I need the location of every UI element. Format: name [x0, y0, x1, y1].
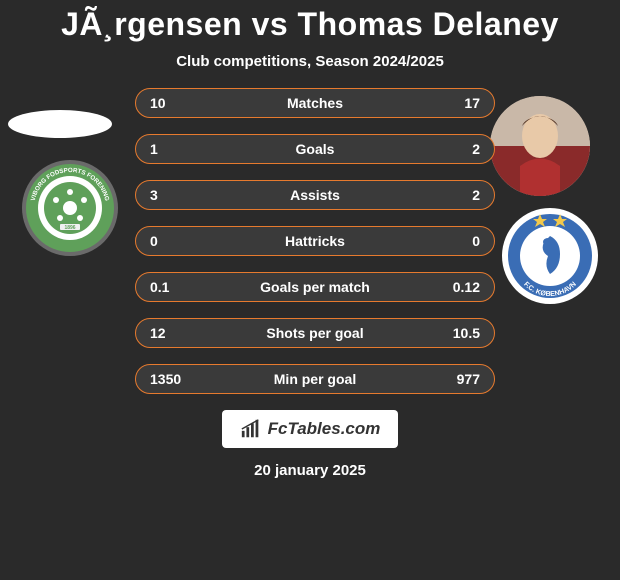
- generated-date: 20 january 2025: [0, 462, 620, 479]
- stat-left-value: 12: [150, 325, 190, 341]
- viborg-badge-icon: 1896 VIBORG FODSPORTS FORENING: [20, 158, 120, 258]
- bar-chart-icon: [240, 418, 262, 440]
- stat-row-hattricks: 0 Hattricks 0: [135, 226, 495, 256]
- stat-bars: 10 Matches 17 1 Goals 2 3 Assists 2 0 Ha…: [135, 88, 495, 394]
- svg-text:1896: 1896: [64, 225, 75, 231]
- stat-right-value: 10.5: [440, 325, 480, 341]
- page-title: JÃ¸rgensen vs Thomas Delaney: [0, 0, 620, 43]
- footer: FcTables.com: [0, 410, 620, 448]
- stat-row-assists: 3 Assists 2: [135, 180, 495, 210]
- site-name: FcTables.com: [268, 419, 381, 439]
- stat-right-value: 2: [440, 141, 480, 157]
- stat-label: Matches: [190, 95, 440, 111]
- stat-right-value: 0: [440, 233, 480, 249]
- comparison-content: 1896 VIBORG FODSPORTS FORENING F.C. KØBE…: [0, 88, 620, 394]
- stat-left-value: 1350: [150, 371, 190, 387]
- stat-left-value: 1: [150, 141, 190, 157]
- stat-label: Shots per goal: [190, 325, 440, 341]
- stat-right-value: 0.12: [440, 279, 480, 295]
- stat-right-value: 977: [440, 371, 480, 387]
- stat-label: Hattricks: [190, 233, 440, 249]
- stat-row-goals-per-match: 0.1 Goals per match 0.12: [135, 272, 495, 302]
- stat-label: Goals per match: [190, 279, 440, 295]
- stat-row-min-per-goal: 1350 Min per goal 977: [135, 364, 495, 394]
- player-right-avatar: [490, 96, 590, 196]
- copenhagen-badge-icon: F.C. KØBENHAVN: [500, 206, 600, 306]
- site-credit: FcTables.com: [222, 410, 399, 448]
- stat-row-goals: 1 Goals 2: [135, 134, 495, 164]
- club-left-badge: 1896 VIBORG FODSPORTS FORENING: [20, 158, 120, 258]
- stat-left-value: 3: [150, 187, 190, 203]
- stat-row-shots-per-goal: 12 Shots per goal 10.5: [135, 318, 495, 348]
- stat-label: Assists: [190, 187, 440, 203]
- person-photo-icon: [490, 96, 590, 196]
- stat-right-value: 17: [440, 95, 480, 111]
- page-subtitle: Club competitions, Season 2024/2025: [0, 53, 620, 70]
- stat-row-matches: 10 Matches 17: [135, 88, 495, 118]
- stat-left-value: 0.1: [150, 279, 190, 295]
- stat-right-value: 2: [440, 187, 480, 203]
- stat-label: Goals: [190, 141, 440, 157]
- stat-left-value: 0: [150, 233, 190, 249]
- stat-left-value: 10: [150, 95, 190, 111]
- player-left-avatar: [8, 110, 112, 138]
- club-right-badge: F.C. KØBENHAVN: [500, 206, 600, 306]
- stat-label: Min per goal: [190, 371, 440, 387]
